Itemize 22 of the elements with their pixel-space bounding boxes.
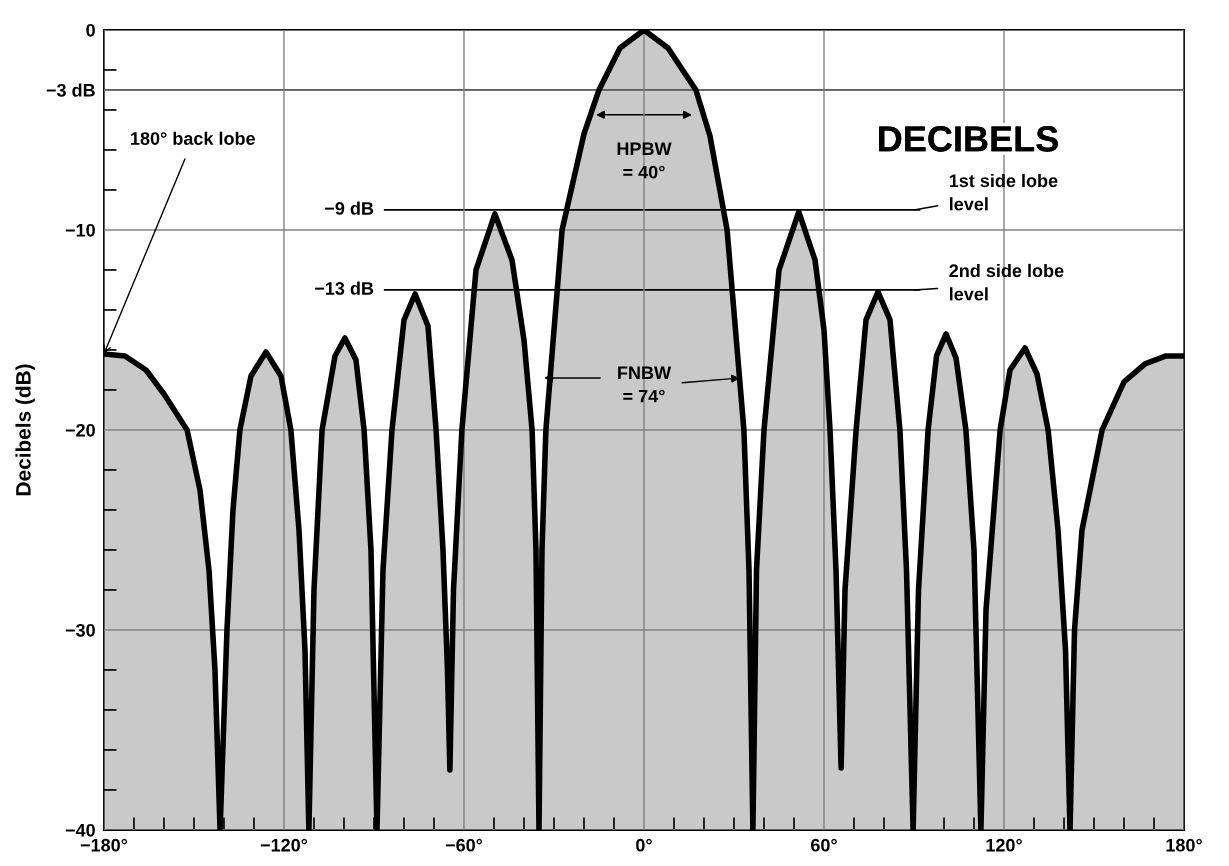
y-tick-label: −30 — [65, 623, 95, 637]
x-tick-label: 60° — [811, 838, 837, 852]
annotation: HPBW = 40° — [617, 142, 672, 179]
x-tick-label: −120° — [260, 838, 308, 852]
y-tick-label: −10 — [65, 223, 95, 237]
x-tick-label: 0° — [636, 838, 652, 852]
y-tick-label: −20 — [65, 423, 95, 437]
y-tick-label: 0 — [86, 23, 95, 37]
ref-line-label: −9 dB — [325, 201, 374, 215]
annotation: 1st side lobe level — [949, 173, 1058, 211]
x-tick-label: −60° — [445, 838, 483, 852]
x-tick-label: 180° — [1166, 838, 1202, 852]
y-axis-title: Decibels (dB) — [15, 364, 35, 496]
ref-line-label: −13 dB — [315, 281, 374, 295]
x-tick-label: 120° — [986, 838, 1022, 852]
y-tick-label: −40 — [65, 823, 95, 837]
annotation: FNBW = 74° — [618, 366, 672, 403]
y-tick-label: −3 dB — [46, 83, 95, 97]
x-tick-label: −180° — [80, 838, 128, 852]
annotation: DECIBELS — [879, 126, 1058, 152]
annotation: 180° back lobe — [131, 131, 255, 145]
annotation: 2nd side lobe level — [949, 263, 1064, 301]
